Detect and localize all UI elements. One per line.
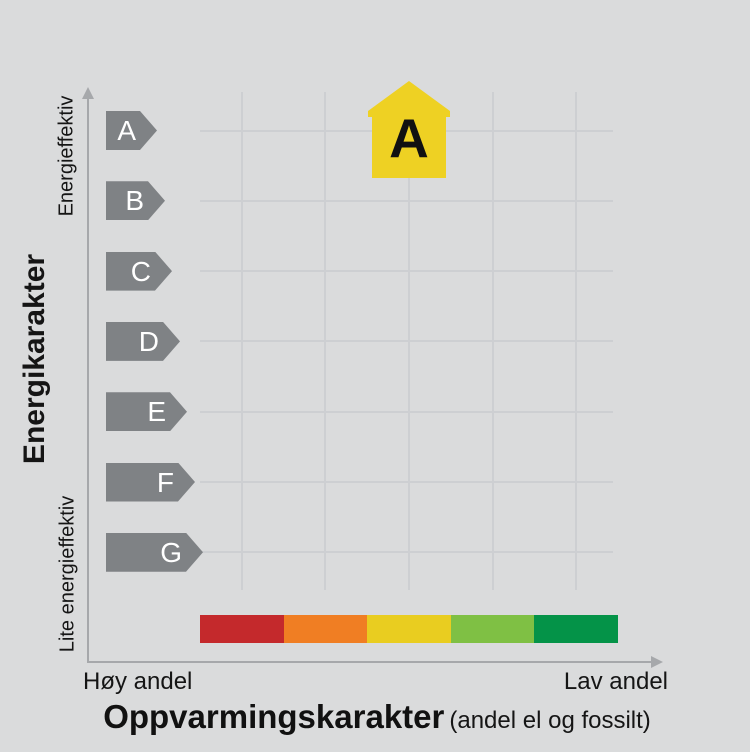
- x-axis-arrowhead-icon: [651, 655, 663, 668]
- heating-scale-segment-4: [450, 615, 535, 643]
- horizontal-grid-line: [200, 410, 613, 413]
- heating-scale-segment-2: [283, 615, 368, 643]
- heating-scale-segment-3: [367, 615, 451, 643]
- horizontal-grid-line: [200, 551, 613, 554]
- y-axis-top-label: Energieffektiv: [55, 95, 78, 217]
- y-axis-line: [86, 96, 89, 662]
- horizontal-grid-line: [200, 481, 613, 483]
- x-axis-line: [87, 660, 652, 663]
- energy-grade-letter: F: [156, 466, 174, 498]
- y-axis-title: Energikarakter: [18, 253, 51, 465]
- y-axis-bottom-label: Lite energieffektiv: [56, 495, 79, 653]
- horizontal-grid-line: [200, 340, 613, 343]
- energy-grade-letter: C: [130, 255, 151, 287]
- energy-grade-arrow-f: F: [106, 463, 195, 502]
- x-axis-left-label: Høy andel: [83, 668, 193, 695]
- x-axis-title: Oppvarmingskarakter: [103, 698, 445, 735]
- vertical-grid-line: [491, 92, 494, 590]
- energy-rating-letter: A: [389, 106, 429, 169]
- x-axis-title-row: Oppvarmingskarakter (andel el og fossilt…: [88, 698, 666, 736]
- energy-grade-letter: B: [125, 185, 144, 217]
- house-icon: [368, 80, 450, 178]
- heating-scale-segment-1: [200, 615, 284, 643]
- x-axis-title-note: (andel el og fossilt): [449, 707, 651, 734]
- horizontal-grid-line: [200, 270, 613, 273]
- energy-rating-house-marker: A: [368, 80, 450, 178]
- vertical-grid-line: [408, 92, 410, 590]
- energy-grade-arrow-b: B: [106, 181, 165, 220]
- vertical-grid-line: [575, 92, 578, 590]
- energy-grade-letter: D: [138, 325, 159, 357]
- energy-grade-arrow-a: A: [106, 111, 157, 150]
- horizontal-grid-line: [200, 199, 613, 202]
- energy-grade-letter: G: [160, 536, 182, 568]
- vertical-grid-line: [324, 92, 327, 590]
- energy-grade-letter: A: [117, 115, 136, 146]
- x-axis-right-label: Lav andel: [563, 668, 668, 695]
- y-axis-arrowhead-icon: [81, 87, 94, 99]
- heating-scale-segment-5: [534, 615, 618, 643]
- energy-grade-arrow-c: C: [106, 252, 172, 291]
- heating-scale-bar: [200, 615, 618, 643]
- energy-grade-arrow-g: G: [106, 533, 203, 572]
- energy-grade-arrow-e: E: [106, 392, 187, 431]
- vertical-grid-line: [240, 92, 243, 590]
- energy-grade-arrow-d: D: [106, 322, 180, 361]
- energy-grade-letter: E: [147, 396, 166, 428]
